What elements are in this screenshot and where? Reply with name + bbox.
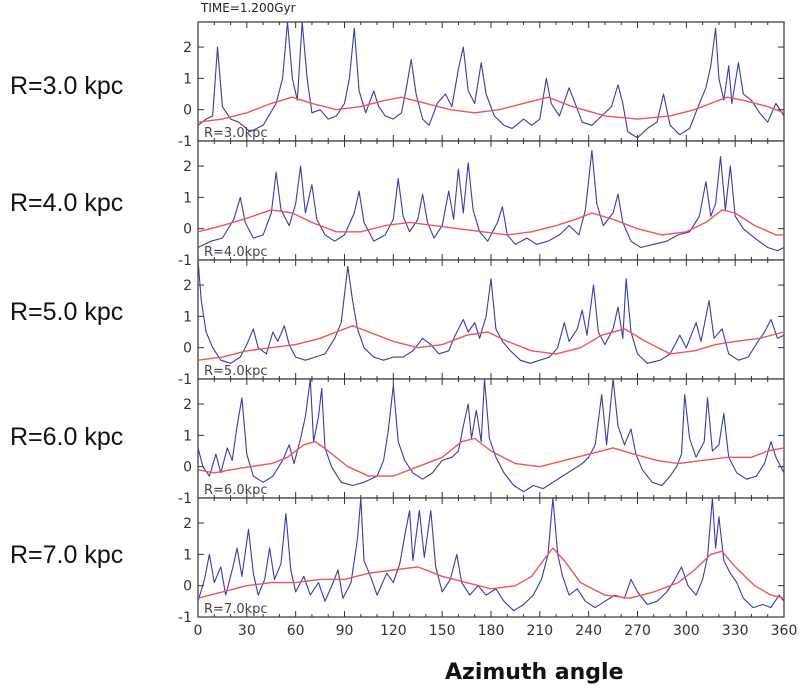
red-series-line	[197, 437, 785, 477]
y-tick-label: -1	[178, 253, 192, 269]
y-tick-label: -1	[178, 491, 192, 507]
y-tick-label: 0	[183, 341, 192, 357]
y-tick-label: 1	[183, 309, 192, 325]
y-tick-label: 0	[183, 103, 192, 119]
x-tick-label: 30	[238, 623, 256, 639]
panel-inset-label: R=5.0kpc	[204, 364, 268, 379]
x-tick-label: 90	[336, 623, 354, 639]
red-series-line	[197, 547, 785, 599]
panel-inset-label: R=3.0kpc	[204, 126, 268, 141]
x-tick-label: 60	[287, 623, 305, 639]
y-tick-label: -1	[178, 610, 192, 626]
red-series-line	[197, 209, 784, 236]
row-label-r5: R=5.0 kpc	[10, 298, 124, 326]
x-tick-label: 150	[429, 623, 456, 639]
panel-frame	[197, 21, 785, 142]
row-label-r4: R=4.0 kpc	[10, 189, 124, 217]
y-tick-label: 0	[183, 460, 192, 476]
y-tick-label: -1	[178, 372, 192, 388]
row-label-r7: R=7.0 kpc	[10, 541, 124, 569]
y-tick-label: 0	[183, 222, 192, 238]
y-tick-label: 1	[183, 71, 192, 87]
panel-inset-label: R=4.0kpc	[204, 245, 268, 260]
x-tick-label: 360	[771, 623, 798, 639]
time-label: TIME=1.200Gyr	[201, 1, 296, 15]
row-label-r3: R=3.0 kpc	[10, 72, 124, 100]
y-tick-label: 0	[183, 579, 192, 595]
x-tick-label: 210	[526, 623, 553, 639]
y-tick-label: 1	[183, 428, 192, 444]
panel-frame	[197, 378, 785, 499]
x-tick-label: 120	[380, 623, 407, 639]
panel-frame	[197, 259, 785, 380]
blue-series-line	[197, 21, 785, 139]
panel-inset-label: R=6.0kpc	[204, 483, 268, 498]
y-tick-label: 2	[183, 278, 192, 294]
panel-frame	[197, 140, 785, 261]
y-tick-label: 2	[183, 159, 192, 175]
y-tick-label: 2	[183, 40, 192, 56]
x-tick-label: 330	[722, 623, 749, 639]
y-tick-label: -1	[178, 134, 192, 150]
row-label-r6: R=6.0 kpc	[10, 423, 124, 451]
x-tick-label: 180	[478, 623, 505, 639]
y-tick-label: 2	[183, 516, 192, 532]
red-series-line	[197, 96, 785, 123]
red-series-line	[197, 325, 785, 361]
x-tick-label: 0	[194, 623, 203, 639]
y-tick-label: 2	[183, 397, 192, 413]
panel-inset-label: R=7.0kpc	[204, 602, 268, 617]
x-axis-label: Azimuth angle	[445, 660, 624, 685]
y-tick-label: 1	[183, 547, 192, 563]
y-tick-label: 1	[183, 190, 192, 206]
x-tick-label: 240	[575, 623, 602, 639]
blue-series-line	[197, 497, 785, 612]
blue-series-line	[197, 378, 785, 493]
x-tick-label: 270	[624, 623, 651, 639]
x-tick-label: 300	[673, 623, 700, 639]
blue-series-line	[197, 259, 785, 364]
